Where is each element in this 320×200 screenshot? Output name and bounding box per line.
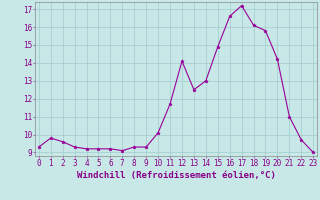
X-axis label: Windchill (Refroidissement éolien,°C): Windchill (Refroidissement éolien,°C): [76, 171, 276, 180]
